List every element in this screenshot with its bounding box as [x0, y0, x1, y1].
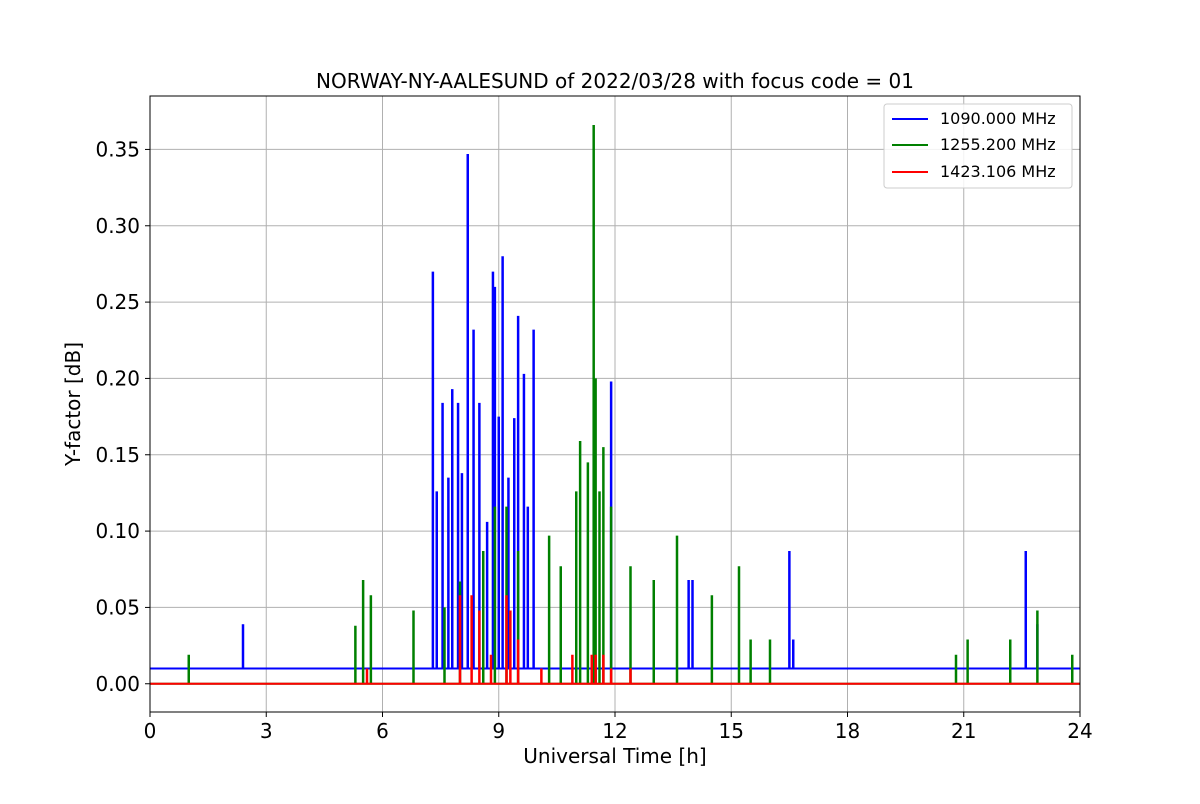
y-tick-label: 0.10: [95, 519, 140, 543]
y-tick-label: 0.00: [95, 672, 140, 696]
x-tick-label: 24: [1067, 719, 1092, 743]
y-tick-label: 0.35: [95, 137, 140, 161]
x-tick-label: 12: [602, 719, 627, 743]
x-tick-label: 18: [835, 719, 860, 743]
legend-label-1090: 1090.000 MHz: [940, 109, 1056, 128]
x-tick-label: 15: [719, 719, 744, 743]
x-tick-label: 0: [144, 719, 157, 743]
chart-title: NORWAY-NY-AALESUND of 2022/03/28 with fo…: [316, 69, 914, 93]
series-1090000: [150, 154, 1080, 670]
y-tick-label: 0.15: [95, 443, 140, 467]
y-tick-label: 0.30: [95, 214, 140, 238]
series-layer: [150, 125, 1080, 685]
series-1423106: [150, 595, 1080, 685]
legend-label-1423: 1423.106 MHz: [940, 162, 1056, 181]
y-tick-label: 0.25: [95, 290, 140, 314]
x-axis-label: Universal Time [h]: [523, 744, 706, 768]
x-tick-label: 21: [951, 719, 976, 743]
x-tick-label: 6: [376, 719, 389, 743]
x-tick-label: 3: [260, 719, 273, 743]
y-tick-label: 0.20: [95, 366, 140, 390]
x-tick-label: 9: [492, 719, 505, 743]
legend: 1090.000 MHz 1255.200 MHz 1423.106 MHz: [883, 103, 1073, 189]
legend-box: [883, 103, 1073, 189]
legend-label-1255: 1255.200 MHz: [940, 135, 1056, 154]
y-axis-label: Y-factor [dB]: [61, 342, 85, 467]
tick-layer: 0 3 6 9 12 15 18 21 24 0.00 0.05 0.10 0.15 0.20 0.25 0.…: [95, 137, 1092, 743]
y-tick-label: 0.05: [95, 595, 140, 619]
